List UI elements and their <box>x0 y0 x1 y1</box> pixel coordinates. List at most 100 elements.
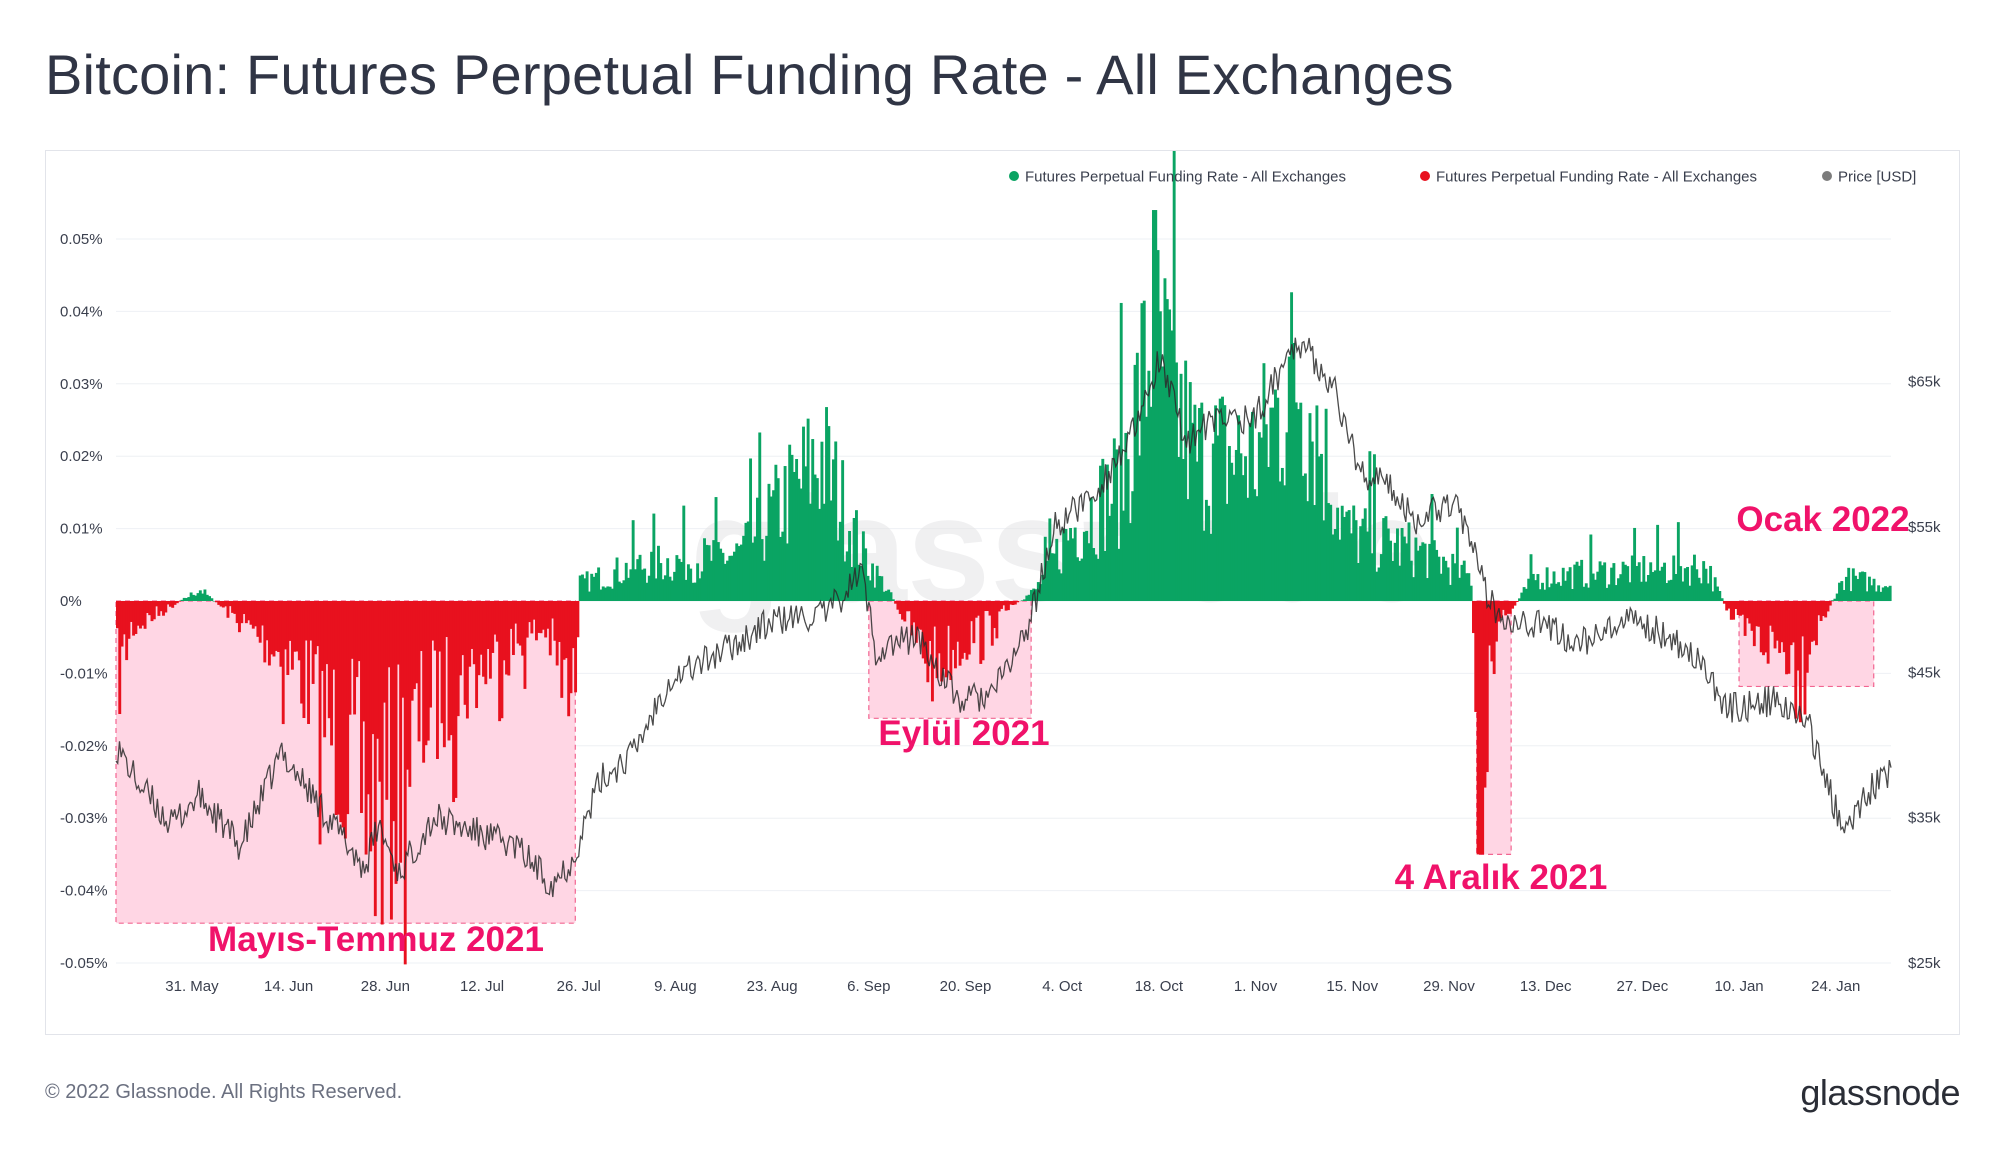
funding-rate-bar <box>210 598 214 601</box>
funding-rate-bar <box>470 601 474 649</box>
funding-rate-bar <box>1667 580 1671 601</box>
legend-label: Price [USD] <box>1838 169 1916 186</box>
funding-rate-bar <box>1642 556 1646 601</box>
funding-rate-bar <box>571 601 575 649</box>
funding-rate-bar <box>265 601 269 641</box>
funding-rate-bar <box>343 601 347 839</box>
funding-rate-bar <box>1778 601 1782 653</box>
funding-rate-bar <box>1757 601 1761 627</box>
funding-rate-bar <box>1663 562 1666 601</box>
funding-rate-bar <box>919 601 923 630</box>
funding-rate-bar <box>1119 302 1123 601</box>
funding-rate-bar <box>1831 600 1835 601</box>
funding-rate-bar <box>371 601 375 735</box>
funding-rate-bar <box>1117 548 1121 601</box>
funding-rate-bar <box>1575 561 1579 601</box>
funding-rate-bar <box>1198 408 1201 601</box>
funding-rate-bar <box>762 560 766 601</box>
funding-rate-bar <box>620 583 624 601</box>
funding-rate-bar <box>760 539 764 601</box>
y-left-tick-label: -0.02% <box>60 738 108 755</box>
funding-rate-bar <box>1861 571 1864 601</box>
y-axis-left: 0.05% 0.04% 0.03% 0.02% 0.01% 0% -0.01% -0.02% -… <box>60 231 108 972</box>
legend-marker <box>1822 171 1832 181</box>
funding-rate-bar <box>1886 587 1890 601</box>
funding-rate-bar <box>960 601 964 659</box>
funding-rate-bar <box>136 601 140 626</box>
funding-rate-bar <box>191 594 195 601</box>
funding-rate-bar <box>958 601 962 666</box>
funding-rate-bar <box>581 574 584 601</box>
funding-rate-bar <box>1379 554 1383 601</box>
funding-rate-bar <box>1016 601 1020 603</box>
funding-rate-bar <box>1163 278 1167 601</box>
funding-rate-bar <box>1179 373 1183 601</box>
funding-rate-bar <box>120 601 124 647</box>
funding-rate-bar <box>562 601 566 660</box>
funding-rate-bar <box>495 601 499 642</box>
funding-rate-bar <box>868 580 872 601</box>
funding-rate-bar <box>339 601 343 823</box>
y-axis-right: $65k $55k $45k $35k $25k <box>1908 374 1941 972</box>
funding-rate-bar <box>360 601 363 813</box>
funding-rate-bar <box>841 460 845 601</box>
funding-rate-bar <box>1681 581 1685 601</box>
funding-rate-bar <box>472 601 476 665</box>
funding-rate-bar <box>431 601 435 641</box>
funding-rate-bar <box>781 531 785 601</box>
funding-rate-bar <box>1672 555 1676 601</box>
funding-rate-bar <box>392 601 396 822</box>
funding-rate-bar <box>610 588 614 601</box>
funding-rate-bar <box>313 601 317 655</box>
funding-rate-bar <box>1640 581 1643 601</box>
funding-rate-bar <box>309 601 313 641</box>
funding-rate-bar <box>772 490 776 601</box>
funding-rate-bar <box>1352 505 1356 601</box>
funding-rate-bar <box>417 601 421 742</box>
funding-rate-bar <box>132 601 136 636</box>
funding-rate-bar <box>705 544 709 601</box>
funding-rate-bar <box>1686 566 1690 601</box>
funding-rate-bar <box>129 601 133 622</box>
funding-rate-bar <box>1204 499 1208 601</box>
funding-rate-bar <box>997 601 1001 612</box>
funding-rate-bar <box>1865 591 1869 601</box>
funding-rate-bar <box>1110 503 1114 601</box>
funding-rate-bar <box>728 555 732 601</box>
funding-rate-bar <box>203 589 207 601</box>
funding-rate-bar <box>152 601 156 620</box>
funding-rate-bar <box>465 601 469 719</box>
funding-rate-bar <box>205 594 209 601</box>
funding-rate-bar <box>1605 587 1609 601</box>
funding-rate-bar <box>168 601 172 607</box>
funding-rate-bar <box>1131 491 1135 601</box>
funding-rate-bar <box>663 575 667 601</box>
funding-rate-bar <box>1488 601 1492 646</box>
funding-rate-bar <box>555 601 559 666</box>
funding-rate-bar <box>553 601 557 641</box>
funding-rate-bar <box>703 538 706 601</box>
funding-rate-bar <box>1437 556 1441 601</box>
funding-rate-bar <box>654 578 658 601</box>
funding-rate-bar <box>1815 601 1818 646</box>
funding-rate-bar <box>477 601 481 676</box>
funding-rate-bar <box>1407 522 1411 601</box>
funding-rate-bar <box>569 601 573 694</box>
funding-rate-bar <box>636 559 640 601</box>
funding-rate-bar <box>1543 589 1547 601</box>
funding-rate-bar <box>445 601 449 638</box>
funding-rate-bar <box>320 601 324 671</box>
funding-rate-bar <box>1409 560 1413 601</box>
funding-rate-bar <box>624 562 628 601</box>
funding-rate-bar <box>1743 601 1747 636</box>
funding-rate-bar <box>270 601 274 655</box>
x-tick-label: 31. May <box>165 978 219 995</box>
funding-rate-bar <box>753 536 757 601</box>
funding-rate-bar <box>680 561 683 601</box>
funding-rate-bar <box>1870 585 1874 601</box>
funding-rate-bar <box>645 582 649 601</box>
funding-rate-bar <box>198 590 202 601</box>
legend: Futures Perpetual Funding Rate - All Exc… <box>1009 169 1916 186</box>
y-left-tick-label: 0.04% <box>60 303 103 320</box>
funding-rate-bar <box>1838 582 1841 601</box>
